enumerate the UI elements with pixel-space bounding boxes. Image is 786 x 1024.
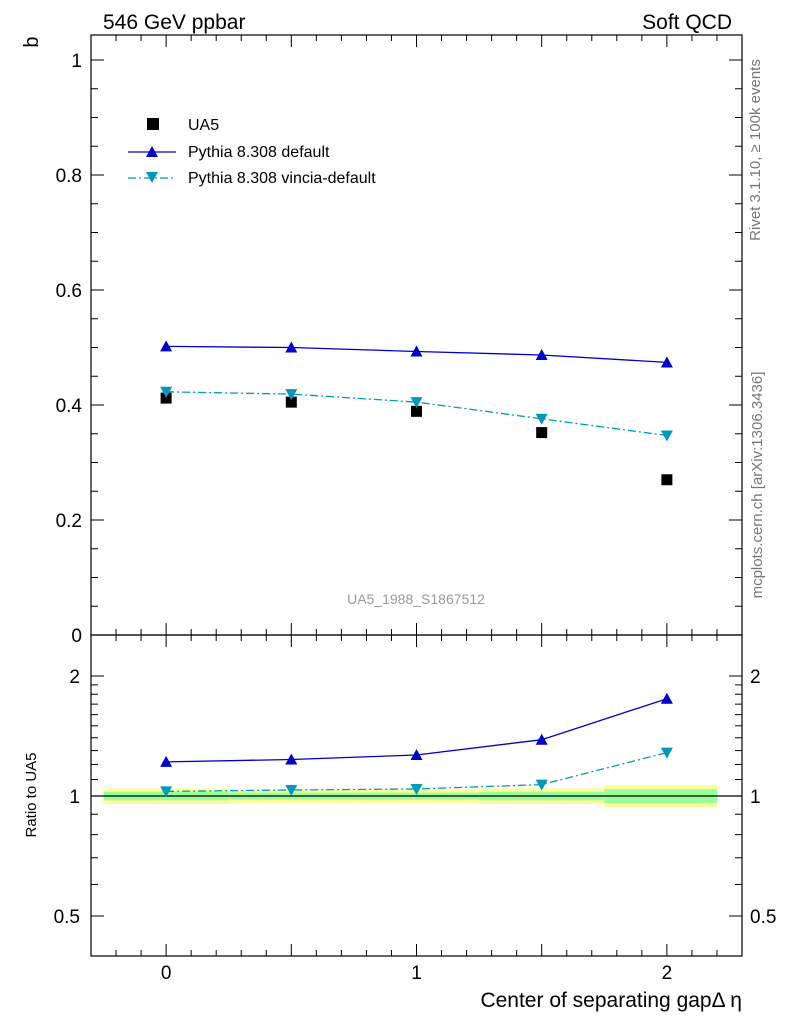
ratio-frame xyxy=(90,634,743,957)
rivet-label: Rivet 3.1.10, ≥ 100k events xyxy=(747,59,764,241)
legend-label-default: Pythia 8.308 default xyxy=(188,144,330,161)
ratio-line-1 xyxy=(166,751,668,793)
main-ytick-label: 0.4 xyxy=(56,396,83,417)
main-ytick-label: 0 xyxy=(71,626,82,647)
data-point-vincia xyxy=(160,386,173,398)
ratio-point-vincia xyxy=(535,779,548,791)
ratio-point-default xyxy=(660,692,673,704)
main-panel: 0 0.2 0.4 0.6 0.8 1 b UA5_1988_S1867512 xyxy=(21,34,743,647)
data-point-ua5 xyxy=(536,427,548,439)
ratio-ylabel: Ratio to UA5 xyxy=(23,752,40,837)
main-ytick-label: 1 xyxy=(71,51,82,72)
xtick-label: 2 xyxy=(662,963,673,984)
ratio-point-default xyxy=(285,753,298,765)
ratio-point-vincia xyxy=(285,785,298,797)
data-point-default xyxy=(285,341,298,353)
ratio-point-vincia xyxy=(160,786,173,798)
legend-marker-default xyxy=(146,146,158,157)
plot-title-right: Soft QCD xyxy=(642,11,732,34)
data-point-default xyxy=(160,340,173,352)
ratio-ytick-label-right: 0.5 xyxy=(750,907,776,928)
ratio-point-vincia xyxy=(410,784,423,796)
ratio-point-default xyxy=(535,733,548,745)
ratio-point-vincia xyxy=(660,747,673,759)
data-point-vincia xyxy=(535,413,548,425)
legend-marker-vincia xyxy=(146,172,158,183)
data-point-ua5 xyxy=(411,405,422,417)
mcplots-label: mcplots.cern.ch [arXiv:1306.3436] xyxy=(749,372,766,599)
ratio-ytick-label-left: 1 xyxy=(69,787,80,808)
legend-label-vincia: Pythia 8.308 vincia-default xyxy=(188,170,376,187)
ratio-point-default xyxy=(410,749,423,761)
ratio-ytick-label-left: 0.5 xyxy=(54,907,80,928)
data-point-default xyxy=(410,345,423,357)
legend-marker-ua5 xyxy=(147,118,159,130)
data-point-default xyxy=(535,348,548,360)
main-ytick-label: 0.6 xyxy=(56,281,82,302)
data-point-vincia xyxy=(285,389,298,401)
data-point-ua5 xyxy=(160,392,172,404)
x-axis-label: Center of separating gapΔ η xyxy=(480,989,742,1012)
main-ylabel: b xyxy=(21,36,43,47)
data-point-default xyxy=(660,356,673,368)
ratio-point-default xyxy=(160,755,173,767)
xtick-label: 1 xyxy=(411,963,422,984)
series-line-2 xyxy=(166,391,667,437)
ratio-ytick-label-right: 2 xyxy=(750,667,761,688)
ratio-ytick-label-left: 2 xyxy=(69,667,80,688)
main-ytick-label: 0.2 xyxy=(56,511,82,532)
legend: UA5 Pythia 8.308 default Pythia 8.308 vi… xyxy=(128,117,376,187)
data-point-vincia xyxy=(410,397,423,409)
xtick-label: 0 xyxy=(161,963,172,984)
analysis-watermark: UA5_1988_S1867512 xyxy=(347,591,485,607)
legend-label-ua5: UA5 xyxy=(188,117,219,134)
main-ytick-label: 0.8 xyxy=(56,166,82,187)
plot-title-left: 546 GeV ppbar xyxy=(103,11,245,34)
data-point-ua5 xyxy=(285,396,297,408)
data-point-ua5 xyxy=(661,474,673,486)
data-point-vincia xyxy=(660,430,673,442)
ratio-ytick-label-right: 1 xyxy=(750,787,761,808)
ratio-panel: 0.5 0.5 1 1 2 2 0 1 2 Ratio to UA5 Center of sep… xyxy=(23,634,776,1012)
